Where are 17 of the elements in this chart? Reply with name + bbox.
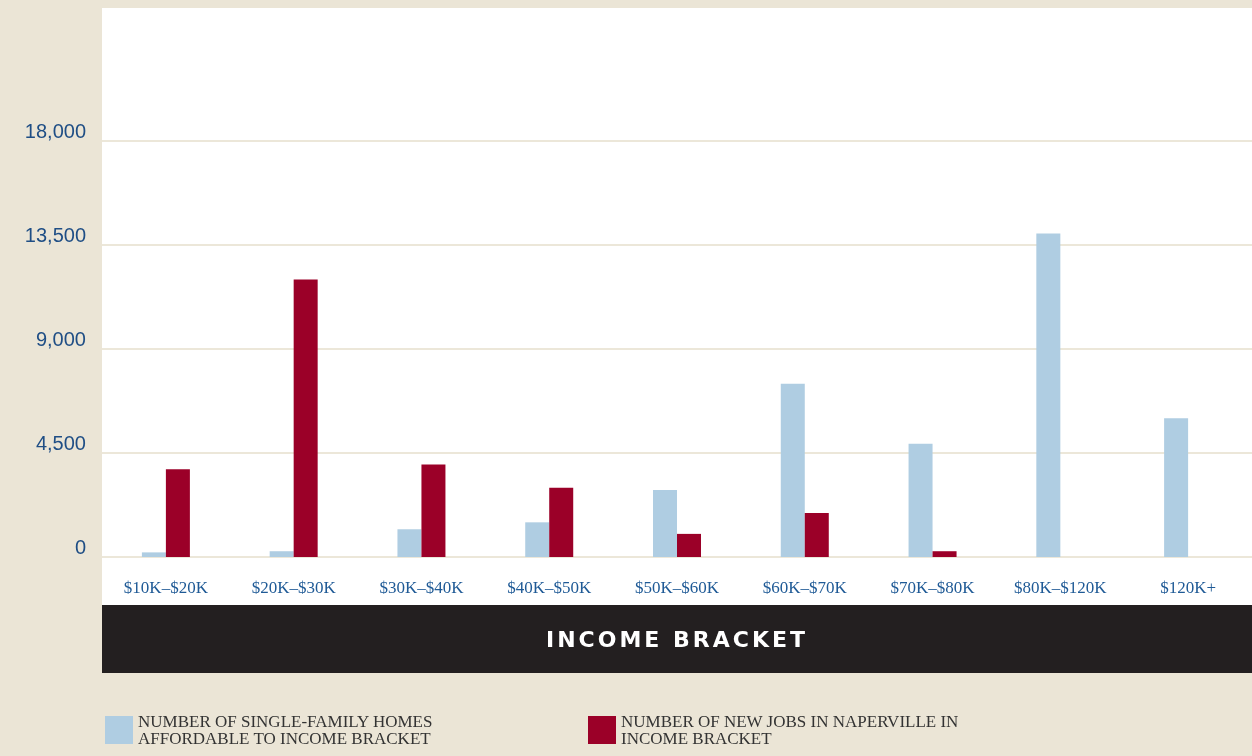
legend-label: NUMBER OF SINGLE-FAMILY HOMES AFFORDABLE TO INCOME BRACKET	[138, 712, 437, 748]
x-tick-label: $50K–$60K	[634, 578, 720, 597]
x-tick-label: $10K–$20K	[123, 578, 209, 597]
x-tick-label: $120K+	[1160, 578, 1217, 597]
y-tick-label: 0	[74, 536, 86, 558]
x-tick-label: $70K–$80K	[890, 578, 976, 597]
y-tick-label: 9,000	[35, 327, 86, 350]
x-tick-label: $40K–$50K	[507, 578, 592, 597]
x-tick-label: $30K–$40K	[379, 578, 465, 597]
x-tick-label: $60K–$70K	[762, 578, 848, 597]
legend-label: NUMBER OF NEW JOBS IN NAPERVILLE IN INCOME BRACKET	[621, 712, 963, 748]
x-axis-title: INCOME BRACKET	[102, 605, 1252, 673]
y-tick-label: 18,000	[24, 119, 86, 142]
x-tick-label: $80K–$120K	[1014, 578, 1108, 597]
x-tick-label: $20K–$30K	[251, 578, 337, 597]
y-tick-label: 4,500	[35, 431, 86, 454]
y-tick-label: 13,500	[24, 223, 86, 246]
